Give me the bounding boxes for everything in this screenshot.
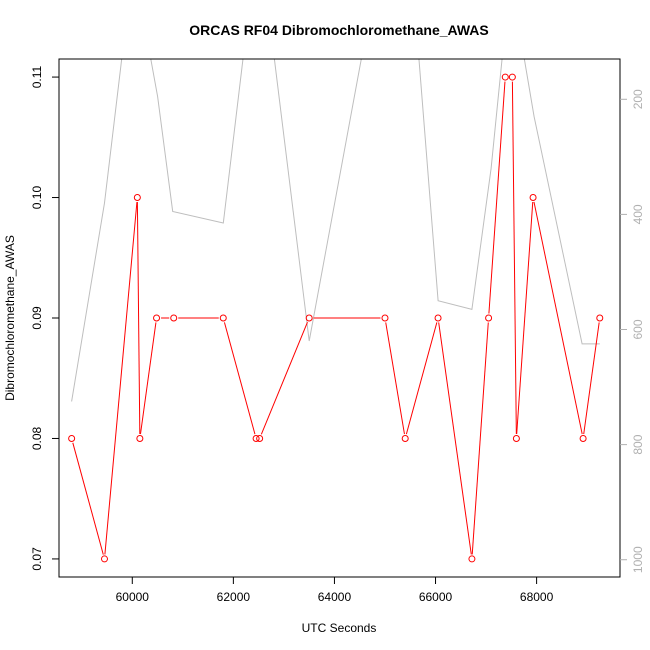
right-y-axis: 200 400 600 800 1000 (620, 89, 645, 573)
data-point (381, 314, 389, 322)
data-line-segment (516, 201, 534, 435)
y-tick-label: 0.07 (30, 547, 44, 571)
data-line-segment (471, 322, 489, 555)
data-point (485, 314, 493, 322)
right-y-tick-label: 600 (631, 319, 645, 339)
x-axis-label: UTC Seconds (302, 621, 377, 635)
right-y-tick-label: 800 (631, 434, 645, 454)
data-point (219, 314, 227, 322)
data-point (508, 73, 516, 81)
x-tick-label: 68000 (520, 590, 554, 604)
y-tick-label: 0.10 (30, 186, 44, 210)
right-y-tick-label: 1000 (631, 546, 645, 573)
data-line-segment (533, 201, 583, 435)
y-tick-label: 0.08 (30, 426, 44, 450)
data-line-segment (104, 201, 138, 555)
secondary-series-layer (71, 59, 600, 402)
data-point (305, 314, 313, 322)
y-axis-label: Dibromochloromethane_AWAS (3, 235, 17, 401)
data-line-segment (488, 81, 506, 314)
data-point (68, 434, 76, 442)
right-y-tick-label: 400 (631, 204, 645, 224)
data-point (256, 434, 264, 442)
x-axis: 60000 62000 64000 66000 68000 (116, 576, 554, 604)
x-tick-label: 62000 (217, 590, 251, 604)
data-point (136, 434, 144, 442)
secondary-series-line (71, 59, 600, 402)
data-point (252, 434, 260, 442)
data-point (401, 434, 409, 442)
data-point (153, 314, 161, 322)
data-line-segment (385, 322, 405, 435)
data-line-segment (139, 322, 157, 435)
y-axis: 0.07 0.08 0.09 0.10 0.11 (30, 66, 60, 571)
data-point (133, 194, 141, 202)
data-point (512, 434, 520, 442)
data-line-segment (223, 322, 256, 435)
data-line-segment (72, 442, 104, 555)
data-point (579, 434, 587, 442)
y-tick-label: 0.09 (30, 306, 44, 330)
data-line-segment (583, 322, 600, 435)
right-y-tick-label: 200 (631, 89, 645, 109)
chart-title: ORCAS RF04 Dibromochloromethane_AWAS (189, 22, 489, 38)
data-line-segment (438, 322, 472, 555)
x-tick-label: 66000 (419, 590, 453, 604)
x-tick-label: 60000 (116, 590, 150, 604)
data-point (596, 314, 604, 322)
data-line-segment (511, 81, 517, 434)
data-point (468, 555, 476, 563)
x-tick-label: 64000 (318, 590, 352, 604)
data-point (434, 314, 442, 322)
data-point (501, 73, 509, 81)
primary-series-layer (68, 73, 604, 563)
data-point (170, 314, 178, 322)
y-tick-label: 0.11 (30, 66, 44, 89)
data-point (529, 194, 537, 202)
data-point (100, 555, 108, 563)
data-line-segment (405, 322, 438, 435)
data-line-segment (136, 202, 141, 434)
data-line-segment (260, 321, 308, 435)
